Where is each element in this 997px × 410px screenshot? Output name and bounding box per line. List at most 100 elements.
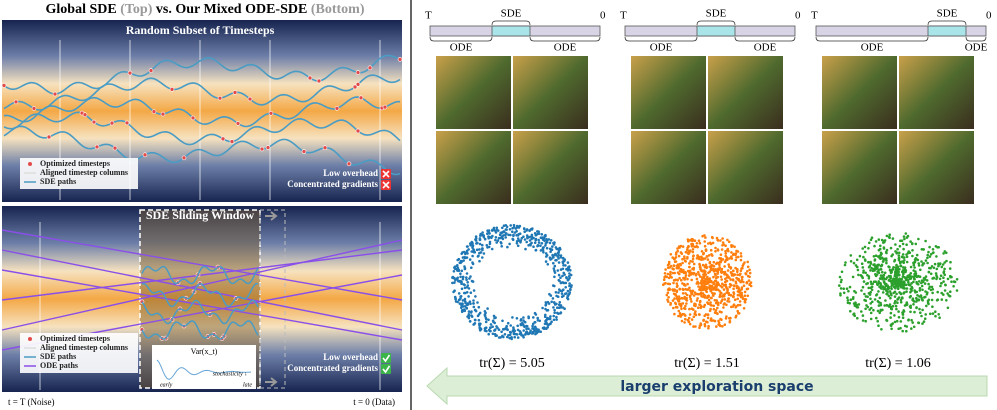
brace (624, 36, 698, 42)
sample-point (534, 234, 538, 237)
sample-point (921, 322, 924, 325)
sample-point (457, 257, 461, 261)
sample-point (681, 312, 685, 316)
sample-point (862, 280, 866, 283)
sample-point (719, 270, 723, 274)
sample-point (897, 268, 900, 272)
timestep-dot (13, 99, 19, 105)
sample-point (883, 257, 886, 261)
sample-point (716, 303, 720, 307)
sample-point (742, 284, 746, 288)
sample-point (452, 270, 456, 273)
sample-point (459, 295, 462, 298)
sample-point (451, 275, 455, 279)
ode-path (1, 229, 403, 301)
sample-point (876, 263, 879, 267)
sample-point (517, 238, 520, 242)
sample-point (568, 265, 571, 268)
sample-point (529, 329, 532, 333)
sample-point (902, 292, 905, 295)
sample-point (884, 299, 887, 302)
sample-point (950, 280, 953, 284)
sample-point (702, 295, 705, 299)
sample-point (487, 318, 490, 322)
sample-point (726, 269, 730, 272)
sample-point (487, 332, 491, 336)
sample-point (681, 297, 684, 300)
sample-point (537, 241, 541, 244)
sample-point (735, 249, 738, 253)
sample-point (711, 236, 714, 240)
brace (491, 20, 531, 26)
sample-point (511, 230, 514, 233)
sample-point (734, 266, 737, 270)
timestep-dot (94, 144, 100, 150)
sample-point (540, 242, 544, 245)
sample-point (851, 275, 855, 279)
sample-point (471, 261, 474, 264)
sample-point (852, 261, 856, 265)
timestep-dot (355, 82, 361, 87)
sample-point (557, 251, 560, 254)
timeline-start: T (811, 10, 818, 22)
sample-point (470, 266, 473, 270)
sample-point (949, 290, 952, 294)
sample-point (898, 277, 901, 281)
sample-point (870, 288, 874, 292)
sample-point (726, 248, 729, 252)
sample-point (840, 278, 843, 282)
timestep-dot (190, 115, 196, 121)
sample-point (539, 244, 542, 247)
sample-point (548, 241, 552, 245)
sample-point (722, 306, 725, 309)
timeline-end: 0 (986, 10, 992, 22)
sample-point (677, 299, 681, 303)
sample-point (691, 248, 695, 251)
sde-path (141, 299, 259, 325)
inset (152, 345, 256, 389)
sample-point (862, 255, 865, 259)
sample-point (885, 248, 889, 252)
sample-point (897, 310, 900, 313)
sample-point (883, 271, 887, 275)
sample-point (913, 310, 916, 314)
sample-point (911, 321, 914, 324)
sample-point (542, 236, 545, 240)
sample-point (505, 324, 509, 328)
sample-point (838, 284, 841, 287)
timestep-dot (307, 75, 313, 81)
sample-point (731, 278, 735, 281)
sample-point (473, 318, 477, 322)
sample-point (916, 294, 919, 297)
sample-point (460, 282, 463, 286)
sample-point (690, 278, 693, 282)
sample-point (527, 327, 530, 331)
sample-point (462, 259, 465, 262)
status-glyph (382, 365, 391, 374)
sample-point (863, 298, 866, 302)
sample-point (860, 262, 864, 266)
sample-point (919, 311, 922, 315)
bottom-panel: SDE Sliding Window Optimized timestepsAl… (1, 206, 403, 392)
sample-point (946, 306, 950, 310)
sample-point (912, 269, 915, 272)
sample-point (912, 303, 915, 306)
sample-point (457, 292, 461, 295)
sample-point (839, 292, 842, 295)
sample-point (894, 299, 897, 303)
sample-point (719, 239, 722, 242)
sample-point (536, 244, 540, 247)
sample-point (712, 260, 716, 264)
sample-point (891, 237, 895, 240)
sample-point (570, 284, 573, 287)
timestep-dot (397, 57, 403, 62)
sample-point (915, 275, 919, 279)
sample-point (868, 241, 871, 245)
sample-point (739, 269, 743, 273)
sample-point (866, 273, 869, 277)
sample-point (947, 294, 951, 297)
sample-point (873, 298, 877, 301)
sample-point (901, 275, 905, 278)
sample-point (889, 316, 892, 319)
sample-point (534, 313, 538, 316)
